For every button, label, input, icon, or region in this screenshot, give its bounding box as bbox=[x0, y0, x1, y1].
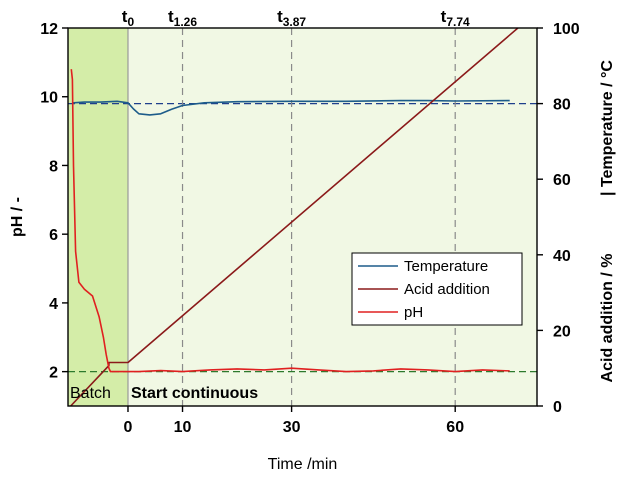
time-marker-lines bbox=[181, 28, 456, 406]
chart-text: Time /min pH / - Acid addition / % | Tem… bbox=[9, 7, 616, 473]
legend-label-2: pH bbox=[404, 304, 423, 321]
series-lines bbox=[70, 27, 519, 407]
y-axis-right-label-temperature: | Temperature / °C bbox=[599, 60, 616, 196]
legend-label-0: Temperature bbox=[404, 258, 488, 275]
y-left-tick-label-2: 6 bbox=[49, 227, 58, 244]
y-left-tick-label-1: 4 bbox=[49, 296, 58, 313]
y-right-tick-label-5: 100 bbox=[553, 21, 580, 38]
series-line-ph bbox=[70, 69, 510, 373]
time-marker-label-1: t1.26 bbox=[168, 7, 197, 29]
series-line-temperature bbox=[73, 99, 510, 116]
x-tick-label-2: 30 bbox=[283, 419, 301, 436]
axes bbox=[62, 27, 543, 412]
time-marker-label-0: t0 bbox=[122, 7, 135, 29]
y-axis-left-label: pH / - bbox=[9, 197, 26, 237]
y-right-tick-label-0: 0 bbox=[553, 399, 562, 416]
series-line-acid-addition bbox=[70, 27, 519, 407]
plot-frame bbox=[67, 27, 538, 407]
legend-label-1: Acid addition bbox=[404, 281, 490, 298]
time-marker-label-2: t3.87 bbox=[277, 7, 306, 29]
y-right-tick-label-3: 60 bbox=[553, 172, 571, 189]
x-tick-label-0: 0 bbox=[124, 419, 133, 436]
region-0 bbox=[68, 28, 128, 406]
region-label-start-continuous: Start continuous bbox=[131, 385, 258, 402]
background-regions bbox=[68, 28, 537, 406]
y-left-tick-label-4: 10 bbox=[40, 90, 58, 107]
y-axis-right-label-acid: Acid addition / % bbox=[599, 254, 616, 383]
x-tick-label-3: 60 bbox=[446, 419, 464, 436]
y-right-tick-label-1: 20 bbox=[553, 323, 571, 340]
y-left-tick-label-5: 12 bbox=[40, 21, 58, 38]
x-axis-label: Time /min bbox=[268, 456, 338, 473]
y-left-tick-label-0: 2 bbox=[49, 365, 58, 382]
region-1 bbox=[127, 28, 537, 406]
x-tick-label-1: 10 bbox=[174, 419, 192, 436]
time-marker-label-3: t7.74 bbox=[441, 7, 470, 29]
y-left-tick-label-3: 8 bbox=[49, 158, 58, 175]
legend: Temperature Acid addition pH bbox=[351, 252, 523, 326]
region-label-batch: Batch bbox=[70, 385, 111, 402]
y-right-tick-label-4: 80 bbox=[553, 97, 571, 114]
y-right-tick-label-2: 40 bbox=[553, 248, 571, 265]
